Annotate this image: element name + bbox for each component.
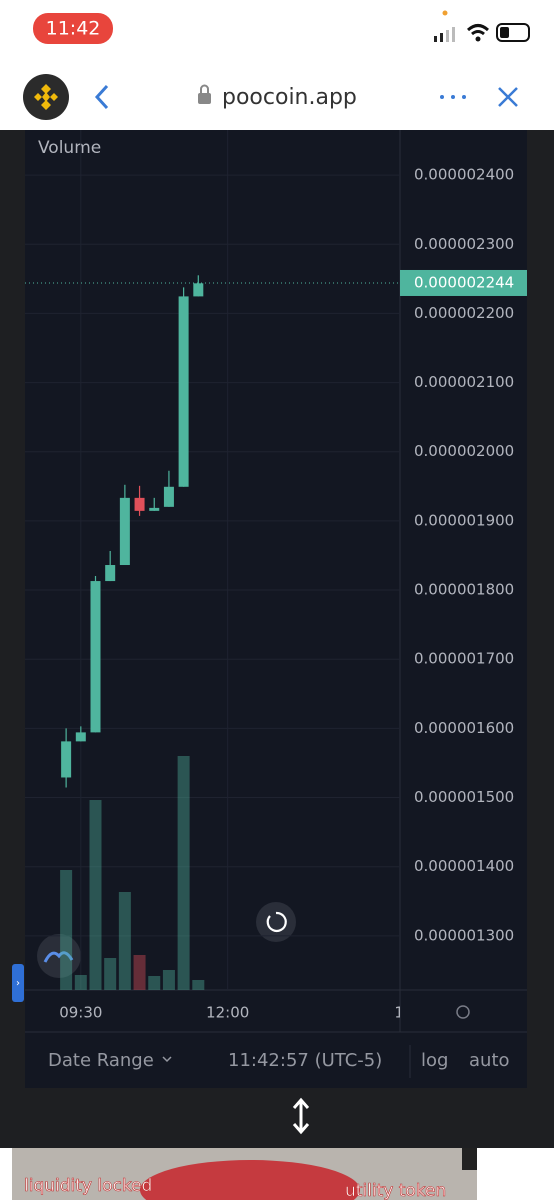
x-axis: 09:30 12:00 15 (59, 1004, 413, 1022)
y-tick-label: 0.000002200 (414, 304, 514, 322)
close-button[interactable] (498, 87, 518, 107)
back-button[interactable] (94, 84, 109, 110)
status-icons (434, 10, 530, 42)
y-tick-label: 0.000002100 (414, 373, 514, 391)
x-tick-label: 09:30 (59, 1004, 102, 1022)
more-button[interactable] (440, 95, 466, 99)
candle-body (61, 741, 72, 778)
candle-body (105, 565, 116, 582)
last-price-label: 0.000002244 (414, 273, 514, 291)
plot-area (25, 130, 400, 990)
x-tick-label: 12:00 (206, 1004, 249, 1022)
auto-toggle[interactable]: auto (469, 1050, 510, 1071)
status-time: 11:42 (46, 18, 101, 40)
y-tick-label: 0.000002300 (414, 235, 514, 253)
time-pill (33, 13, 113, 44)
volume-bar (177, 756, 190, 990)
y-tick-label: 0.000001700 (414, 650, 514, 668)
resize-handle[interactable] (292, 1097, 310, 1135)
candle-body (134, 497, 145, 511)
candle-body (178, 296, 189, 487)
y-tick-label: 0.000001900 (414, 511, 514, 529)
last-price-tag (400, 269, 527, 296)
volume-bar (60, 870, 73, 990)
volume-bar (89, 800, 102, 990)
lock-icon (198, 93, 211, 104)
volume-bar (118, 892, 131, 990)
y-tick-label: 0.000002400 (414, 166, 514, 184)
lock-shackle (200, 84, 209, 93)
candle-body (149, 507, 160, 511)
y-tick-label: 0.000001500 (414, 788, 514, 806)
candle-body (193, 283, 204, 297)
y-tick-label: 0.000001300 (414, 926, 514, 944)
logo-mark (43, 951, 74, 963)
side-toggle-icon: › (16, 978, 20, 989)
candle-body (90, 581, 101, 733)
ad-text: utility token (345, 1181, 446, 1200)
date-range[interactable]: Date Range (48, 1050, 154, 1071)
dropdown-caret (162, 1056, 172, 1063)
url[interactable]: poocoin.app (222, 85, 357, 110)
ad-image (140, 1160, 360, 1204)
clock: 11:42:57 (UTC-5) (228, 1050, 382, 1071)
reset-button[interactable] (256, 902, 296, 942)
y-tick-label: 0.000002000 (414, 442, 514, 460)
y-tick-label: 0.000001400 (414, 857, 514, 875)
volume-label: Volume (38, 138, 101, 158)
ad-text: liquidity locked (24, 1176, 152, 1196)
x-tick-label: 15 (394, 1004, 413, 1022)
volume-bar (192, 980, 205, 990)
volume-bar (162, 970, 175, 990)
y-tick-label: 0.000001600 (414, 719, 514, 737)
ad-corner (462, 1148, 477, 1170)
y-tick-label: 0.000001800 (414, 581, 514, 599)
volume-bar (74, 975, 87, 990)
candle-body (75, 732, 86, 742)
candle-body (119, 497, 130, 566)
log-toggle[interactable]: log (421, 1050, 448, 1071)
side-toggle[interactable] (12, 964, 24, 1002)
volume-bar (133, 955, 146, 990)
logo-icon (34, 84, 58, 110)
reset-icon (266, 911, 287, 933)
candle-body (163, 486, 174, 507)
volume-bar (104, 958, 117, 990)
settings-icon[interactable] (456, 1005, 470, 1019)
volume-bar (148, 976, 161, 990)
